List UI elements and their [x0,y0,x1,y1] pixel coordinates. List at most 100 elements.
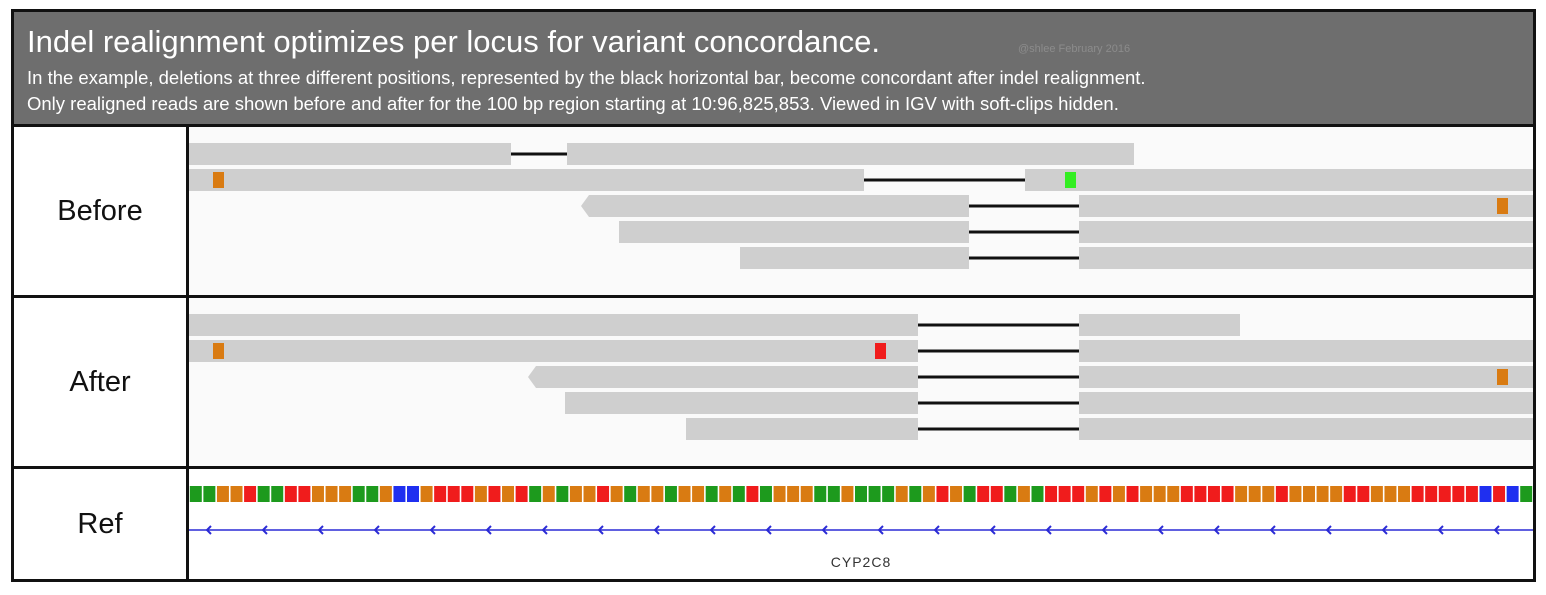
read-segment [1079,221,1533,243]
strand-arrow-icon [1213,525,1220,535]
before-track [189,127,1533,295]
strand-arrow-icon [1381,525,1388,535]
read-segment [189,340,918,362]
read-segment [1079,195,1533,217]
caption-line-2: Only realigned reads are shown before an… [27,93,1119,114]
caption-line-1: In the example, deletions at three diffe… [27,67,1146,88]
mismatch-base [875,343,886,359]
strand-arrow-icon [1269,525,1276,535]
ref-base [244,486,257,502]
ref-base [1112,486,1125,502]
read-segment [740,247,969,269]
strand-arrow-icon [1437,525,1444,535]
figure-title: Indel realignment optimizes per locus fo… [27,24,880,59]
read-segment [1079,314,1240,336]
ref-base [651,486,664,502]
ref-base [1506,486,1519,502]
read-segment [686,418,918,440]
ref-base [366,486,379,502]
ref-base [1398,486,1411,502]
ref-base [1180,486,1193,502]
read-segment [567,143,1134,165]
ref-base [624,486,637,502]
ref-base [474,486,487,502]
ref-base [284,486,297,502]
ref-base [230,486,243,502]
ref-base [610,486,623,502]
separator-after-ref [14,466,1533,469]
ref-base [1425,486,1438,502]
ref-base [1194,486,1207,502]
ref-base [1520,486,1533,502]
ref-base [393,486,406,502]
ref-base [814,486,827,502]
strand-arrow-icon [1101,525,1108,535]
strand-arrow-icon [1325,525,1332,535]
strand-arrow-icon [1157,525,1164,535]
read-segment [619,221,969,243]
ref-base [1207,486,1220,502]
read-segment [1079,418,1533,440]
ref-base [189,486,202,502]
ref-base [719,486,732,502]
ref-base [977,486,990,502]
ref-base [664,486,677,502]
strand-arrow-icon [709,525,716,535]
ref-base [1099,486,1112,502]
ref-base [800,486,813,502]
ref-base [556,486,569,502]
strand-arrow-icon [205,525,212,535]
read-segment [189,143,511,165]
after-track [189,298,1533,466]
watermark: @shlee February 2016 [1018,43,1131,55]
before-label: Before [57,194,143,227]
ref-base [1370,486,1383,502]
strand-arrow-icon [933,525,940,535]
strand-arrow-icon [765,525,772,535]
ref-base [515,486,528,502]
ref-base [1343,486,1356,502]
gene-name: CYP2C8 [831,554,891,570]
deletion-bar [918,323,1079,327]
ref-base [1235,486,1248,502]
ref-base [1058,486,1071,502]
ref-base [420,486,433,502]
figure-frame: Indel realignment optimizes per locus fo… [11,9,1536,582]
ref-base [827,486,840,502]
ref-base [909,486,922,502]
ref-base [1262,486,1275,502]
strand-arrow-icon [877,525,884,535]
strand-arrow-icon [653,525,660,535]
deletion-bar [969,204,1079,208]
strand-arrow-icon [541,525,548,535]
read-segment [1079,340,1533,362]
separator-before-after [14,295,1533,298]
mismatch-base [213,172,224,188]
ref-base [583,486,596,502]
ref-base [1384,486,1397,502]
header-banner: Indel realignment optimizes per locus fo… [14,12,1533,127]
deletion-bar [864,178,1025,182]
ref-base [1465,486,1478,502]
ref-track: CYP2C8 [189,469,1533,579]
read-segment [1079,366,1533,388]
read-segment [528,366,918,388]
ref-base [963,486,976,502]
ref-base [990,486,1003,502]
ref-base [1316,486,1329,502]
ref-base [1493,486,1506,502]
ref-base [298,486,311,502]
ref-base [407,486,419,502]
reference-view: CYP2C8 [189,486,1533,570]
after-label-cell: After [14,298,189,466]
strand-arrow-icon [597,525,604,535]
ref-base [325,486,338,502]
ref-base [637,486,650,502]
ref-base [841,486,854,502]
ref-base [1330,486,1343,502]
ref-base [1072,486,1085,502]
mismatch-base [1497,198,1508,214]
ref-base [1221,486,1234,502]
read-segment [1079,247,1533,269]
ref-base [488,486,501,502]
